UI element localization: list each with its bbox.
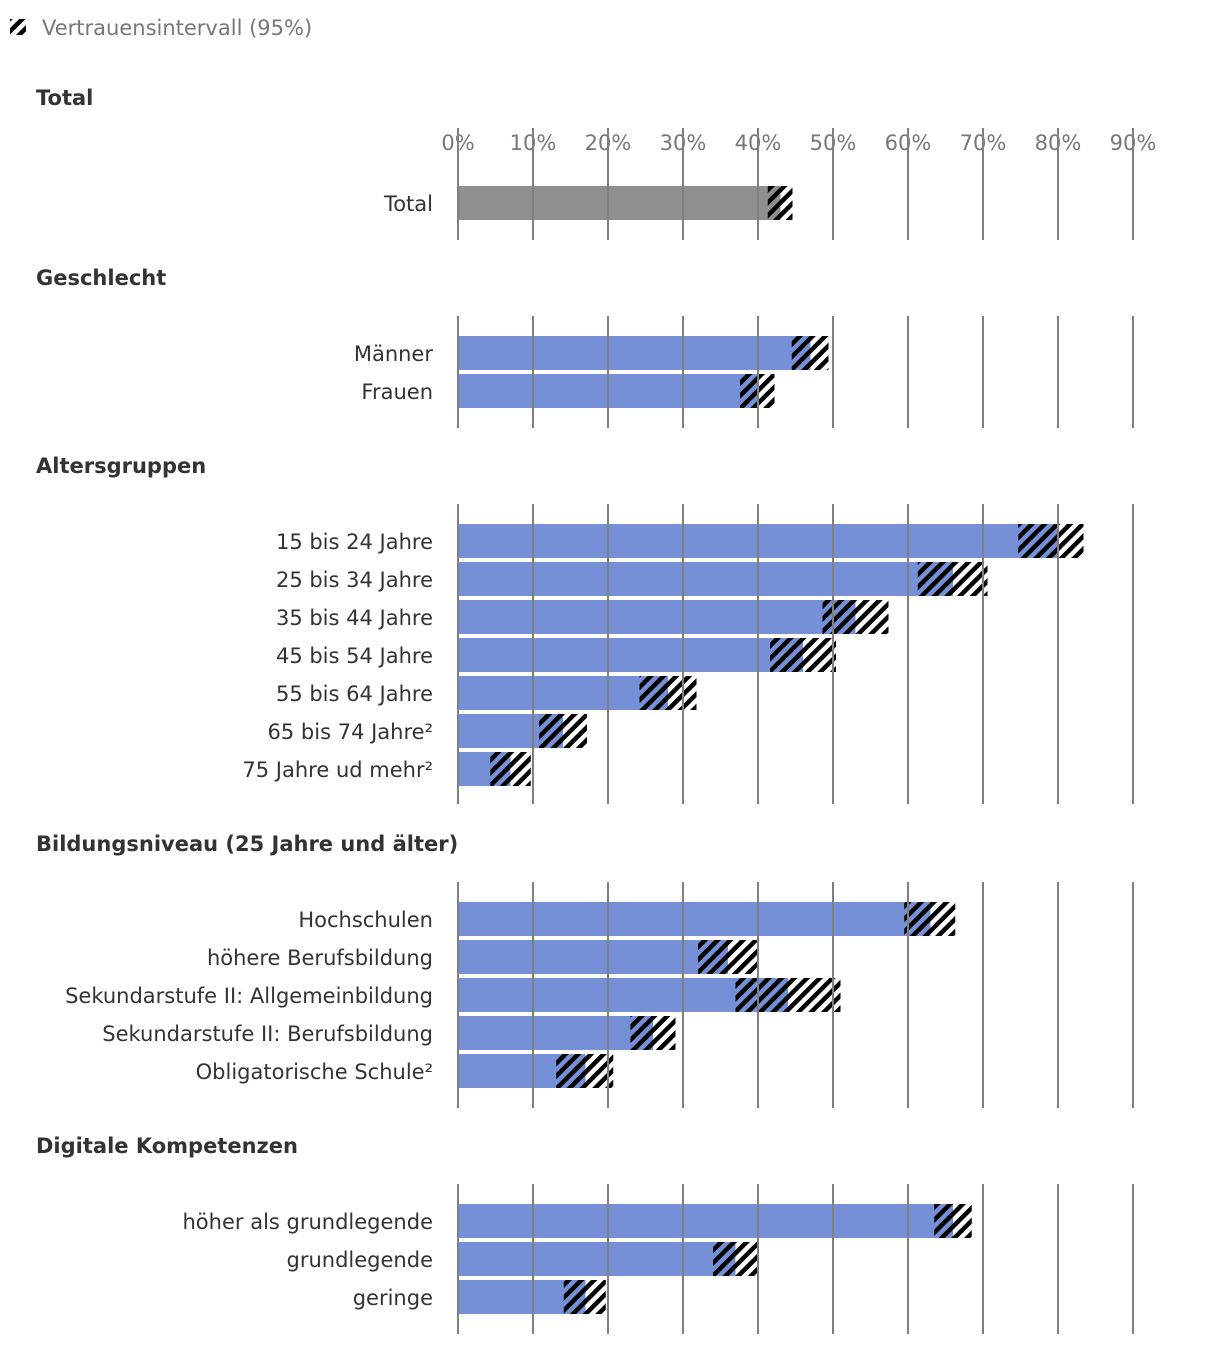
confidence-interval: [934, 1204, 972, 1238]
group-title: Digitale Kompetenzen: [36, 1134, 298, 1158]
category-label: 15 bis 24 Jahre: [276, 530, 433, 554]
legend-ci-label: Vertrauensintervall (95%): [42, 16, 312, 40]
chart-group: Geschlecht Männer Frauen: [36, 266, 1134, 428]
category-label: 25 bis 34 Jahre: [276, 568, 433, 592]
confidence-interval: [904, 902, 956, 936]
category-label: Männer: [354, 342, 434, 366]
confidence-interval: [770, 638, 836, 672]
chart-group: Bildungsniveau (25 Jahre und älter) Hochs…: [36, 832, 1134, 1108]
bar: [458, 562, 953, 596]
confidence-interval: [630, 1016, 676, 1050]
category-label: höhere Berufsbildung: [207, 946, 433, 970]
group-title: Geschlecht: [36, 266, 166, 290]
bar: [458, 676, 668, 710]
bar: [458, 1204, 953, 1238]
group-title: Altersgruppen: [36, 454, 206, 478]
category-label: geringe: [353, 1286, 433, 1310]
confidence-interval: [539, 714, 587, 748]
category-label: Frauen: [361, 380, 433, 404]
confidence-interval: [917, 562, 988, 596]
chart-group: Digitale Kompetenzen höher als grundlegen…: [36, 1134, 1134, 1334]
confidence-interval: [735, 978, 841, 1012]
category-label: Obligatorische Schule²: [196, 1060, 433, 1084]
group-title: Total: [36, 86, 93, 110]
category-label: 55 bis 64 Jahre: [276, 682, 433, 706]
category-label: Sekundarstufe II: Allgemeinbildung: [65, 984, 433, 1008]
category-label: 35 bis 44 Jahre: [276, 606, 433, 630]
confidence-interval: [563, 1280, 606, 1314]
confidence-interval: [767, 186, 793, 220]
chart-group: Altersgruppen 15 bis 24 Jahre 25 bis 34 Ja…: [36, 454, 1134, 804]
chart-group: Total Total: [36, 86, 1134, 240]
legend: Vertrauensintervall (95%): [10, 16, 312, 40]
category-label: Hochschulen: [298, 908, 433, 932]
category-label: 75 Jahre ud mehr²: [242, 758, 433, 782]
category-label: 65 bis 74 Jahre²: [268, 720, 433, 744]
bar: [458, 902, 931, 936]
bar: [458, 600, 856, 634]
chart-groups: Total Total Geschlecht Männer Frauen Altersgr…: [36, 86, 1134, 1334]
confidence-interval: [713, 1242, 758, 1276]
confidence-interval: [556, 1054, 614, 1088]
category-label: grundlegende: [287, 1248, 433, 1272]
confidence-interval: [791, 336, 829, 370]
legend-hatch-swatch: [10, 19, 26, 35]
bar: [458, 940, 728, 974]
confidence-interval: [698, 940, 758, 974]
bar: [458, 978, 788, 1012]
group-title: Bildungsniveau (25 Jahre und älter): [36, 832, 458, 856]
confidence-interval: [1018, 524, 1084, 558]
bar: [458, 186, 781, 220]
category-label: Sekundarstufe II: Berufsbildung: [102, 1022, 433, 1046]
confidence-interval: [490, 752, 531, 786]
category-label: höher als grundlegende: [183, 1210, 434, 1234]
bar: [458, 638, 803, 672]
category-label: 45 bis 54 Jahre: [276, 644, 433, 668]
bar: [458, 1242, 736, 1276]
confidence-interval: [639, 676, 697, 710]
category-label: Total: [383, 192, 433, 216]
x-axis-tick-labels: 0% 10% 20% 30% 40% 50% 60% 70% 80% 90%: [441, 131, 1156, 155]
bar: [458, 336, 811, 370]
bar: [458, 1016, 653, 1050]
